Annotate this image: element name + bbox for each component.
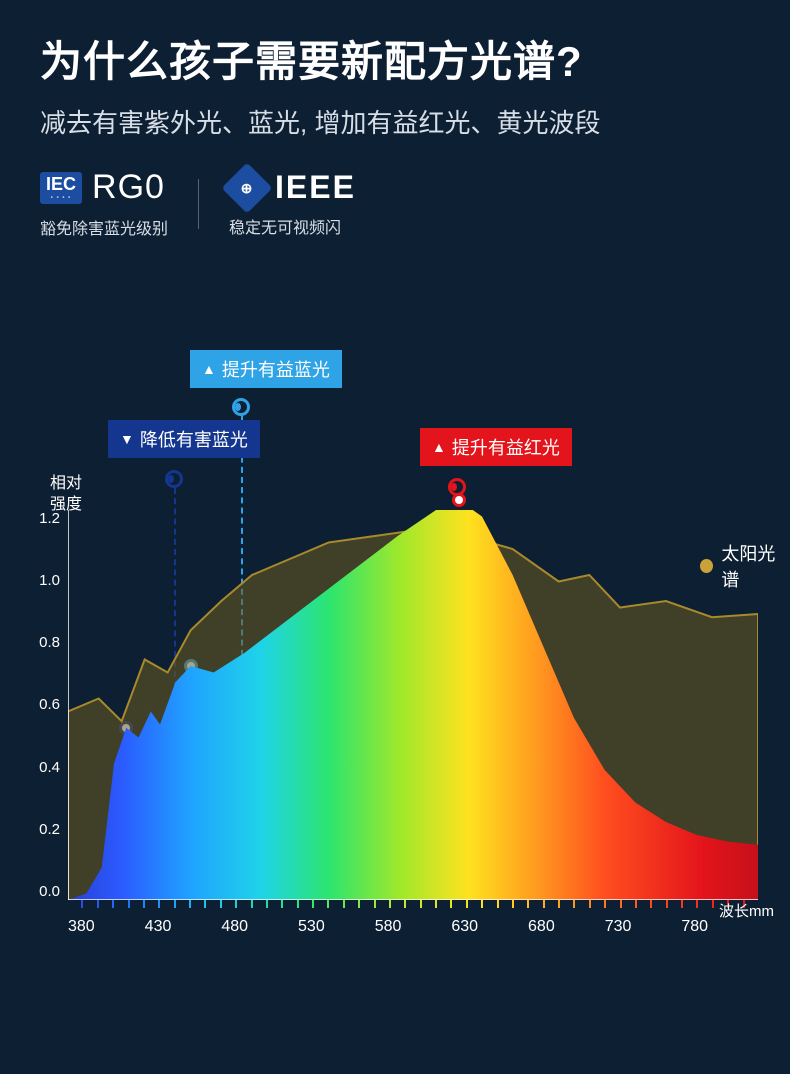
badge-divider (198, 179, 199, 229)
iec-logo-icon: IEC • • • • (40, 172, 82, 204)
x-axis-title: 波长mm (719, 900, 774, 921)
callout-harmful_blue: ▼降低有害蓝光 (108, 420, 260, 458)
header: 为什么孩子需要新配方光谱? 减去有害紫外光、蓝光, 增加有益红光、黄光波段 IE… (0, 0, 790, 239)
spectrum-chart: 相对强度 1.21.00.80.60.40.20.0 3804304805305… (60, 510, 770, 940)
ieee-desc: 稳定无可视频闪 (229, 214, 356, 238)
marker-beneficial_blue (232, 398, 250, 416)
page-title: 为什么孩子需要新配方光谱? (40, 28, 750, 89)
marker-harmful_blue (165, 470, 183, 488)
iec-badge: IEC • • • • RG0 豁免除害蓝光级别 (40, 168, 168, 239)
x-axis-ticks (68, 900, 758, 912)
callout-beneficial_blue: ▲提升有益蓝光 (190, 350, 342, 388)
rg0-label: RG0 (92, 168, 165, 207)
x-axis-labels: 380430480530580630680730780 (68, 918, 758, 936)
callout-beneficial_red: ▲提升有益红光 (420, 428, 572, 466)
ieee-logo-icon: ⊕ (222, 162, 273, 213)
ieee-label: IEEE (275, 169, 356, 206)
badges-row: IEC • • • • RG0 豁免除害蓝光级别 ⊕ IEEE 稳定无可视频闪 (40, 168, 750, 239)
ieee-badge: ⊕ IEEE 稳定无可视频闪 (229, 169, 356, 238)
x-axis: 380430480530580630680730780 (68, 900, 758, 936)
y-axis-ticks: 1.21.00.80.60.40.20.0 (30, 510, 60, 900)
page-subtitle: 减去有害紫外光、蓝光, 增加有益红光、黄光波段 (40, 103, 750, 140)
chart-plot (68, 510, 758, 900)
iec-desc: 豁免除害蓝光级别 (40, 215, 168, 239)
curve-dot-beneficial_red (452, 493, 466, 507)
